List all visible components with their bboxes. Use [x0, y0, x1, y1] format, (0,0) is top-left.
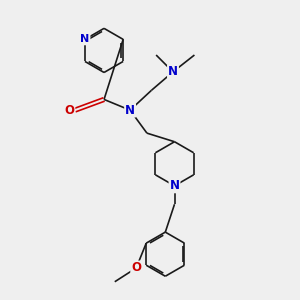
Text: N: N: [80, 34, 90, 44]
Text: O: O: [64, 104, 74, 117]
Text: N: N: [125, 104, 135, 117]
Text: N: N: [168, 65, 178, 78]
Text: O: O: [131, 262, 141, 275]
Text: N: N: [169, 179, 179, 192]
